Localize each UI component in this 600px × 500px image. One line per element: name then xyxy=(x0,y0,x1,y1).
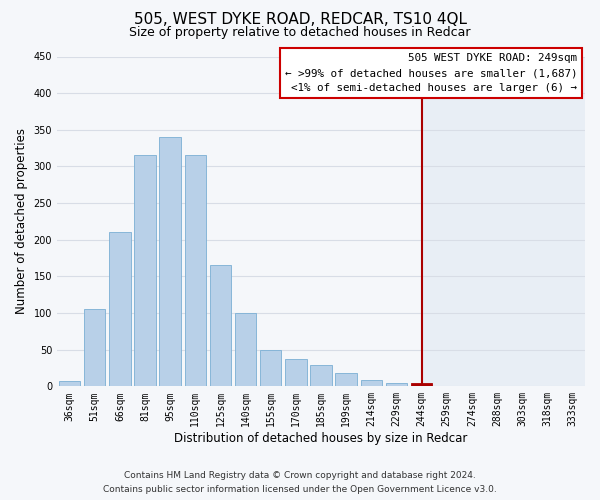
Bar xyxy=(335,373,357,386)
Text: Size of property relative to detached houses in Redcar: Size of property relative to detached ho… xyxy=(129,26,471,39)
Bar xyxy=(84,308,106,386)
Bar xyxy=(260,350,281,387)
Bar xyxy=(411,382,432,386)
Text: 505 WEST DYKE ROAD: 249sqm
← >99% of detached houses are smaller (1,687)
<1% of : 505 WEST DYKE ROAD: 249sqm ← >99% of det… xyxy=(284,53,577,93)
Bar xyxy=(285,359,307,386)
Bar xyxy=(134,156,156,386)
Text: 505, WEST DYKE ROAD, REDCAR, TS10 4QL: 505, WEST DYKE ROAD, REDCAR, TS10 4QL xyxy=(133,12,467,28)
X-axis label: Distribution of detached houses by size in Redcar: Distribution of detached houses by size … xyxy=(175,432,468,445)
Bar xyxy=(109,232,131,386)
Bar xyxy=(386,382,407,386)
Bar xyxy=(361,380,382,386)
Bar xyxy=(185,156,206,386)
Bar xyxy=(59,381,80,386)
Y-axis label: Number of detached properties: Number of detached properties xyxy=(15,128,28,314)
Bar xyxy=(235,313,256,386)
Bar xyxy=(310,365,332,386)
Bar xyxy=(210,266,231,386)
Bar xyxy=(160,137,181,386)
Bar xyxy=(422,56,585,386)
Text: Contains HM Land Registry data © Crown copyright and database right 2024.
Contai: Contains HM Land Registry data © Crown c… xyxy=(103,472,497,494)
